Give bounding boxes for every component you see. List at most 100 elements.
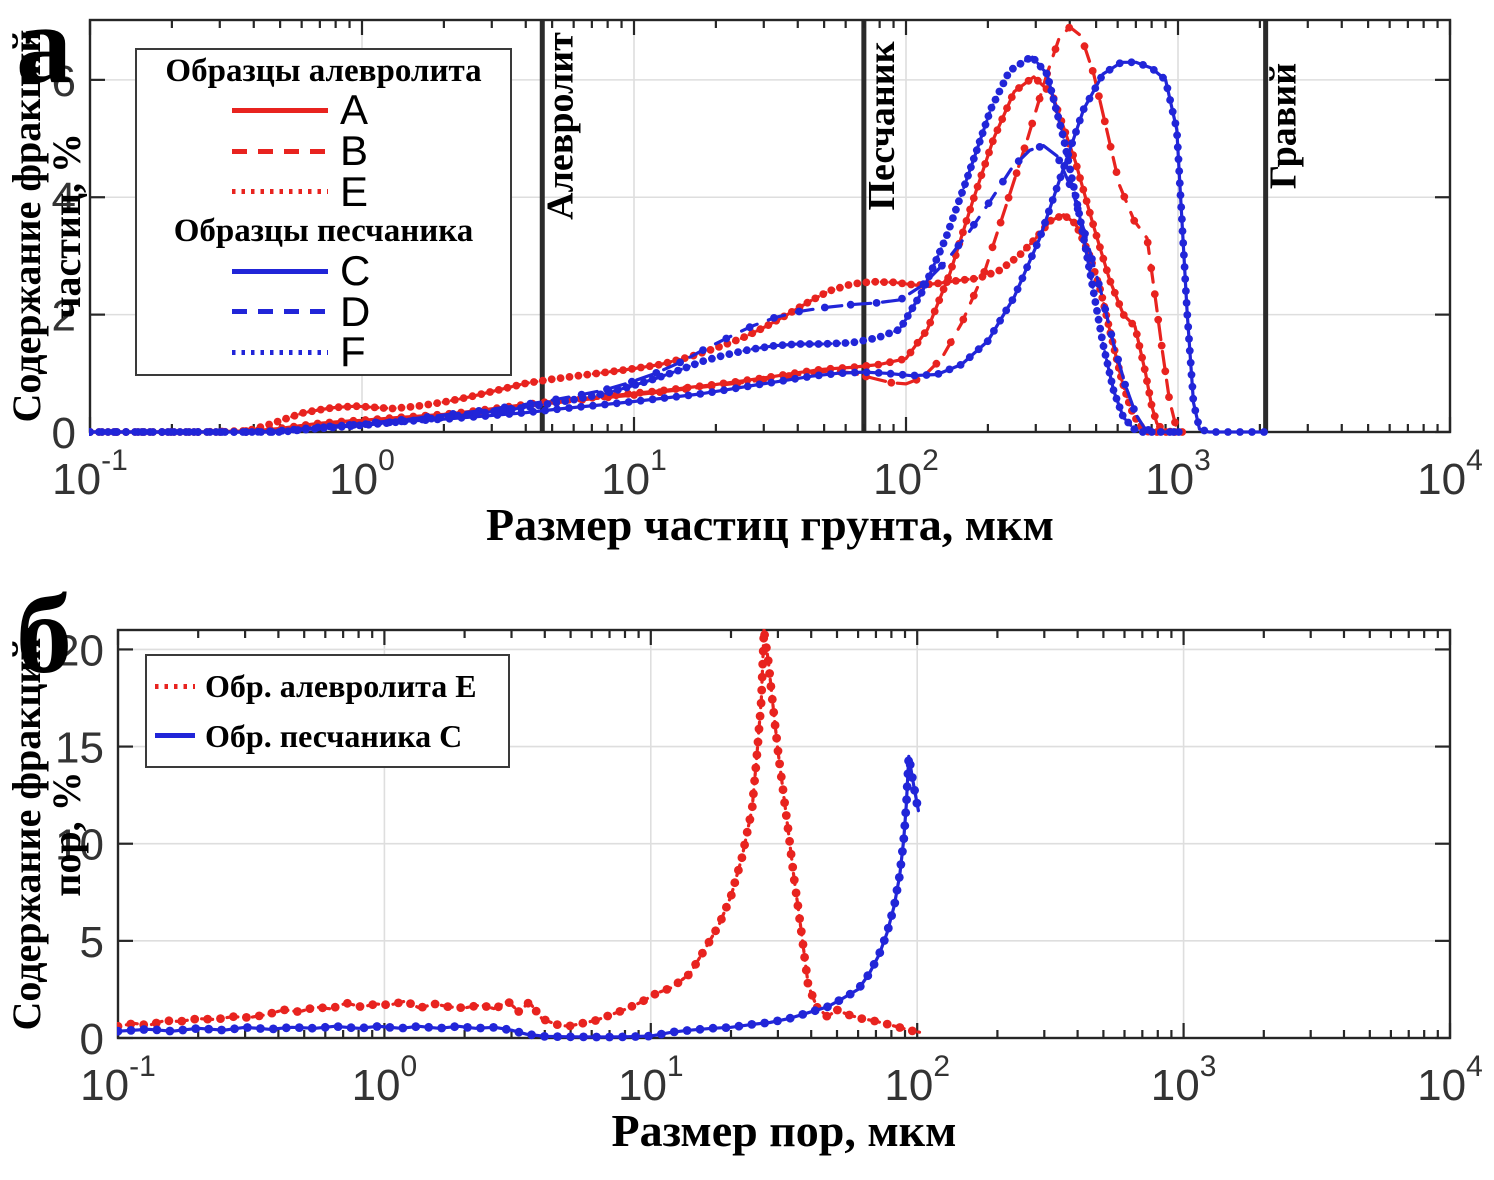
y-tick-label: 20: [55, 626, 104, 675]
data-point-marker: [750, 776, 759, 786]
data-point-marker: [742, 827, 752, 837]
data-point-marker: [1165, 428, 1174, 436]
data-point-marker: [494, 1002, 503, 1012]
data-point-marker: [1055, 213, 1063, 221]
data-point-marker: [778, 341, 787, 349]
data-point-marker: [901, 808, 911, 818]
data-point-marker: [370, 403, 379, 412]
data-point-marker: [1171, 418, 1179, 427]
data-point-marker: [1186, 358, 1195, 367]
data-point-marker: [176, 428, 184, 436]
data-point-marker: [662, 985, 672, 994]
data-point-marker: [650, 989, 660, 999]
data-point-marker: [1066, 165, 1074, 174]
data-point-marker: [95, 428, 103, 436]
data-point-marker: [958, 188, 966, 197]
data-point-marker: [1189, 394, 1198, 403]
data-point-marker: [552, 1020, 562, 1029]
data-point-marker: [257, 428, 265, 436]
legend-item-label: B: [340, 127, 369, 175]
series-Обр. алевролита E: [117, 629, 922, 1036]
data-point-marker: [1016, 250, 1025, 258]
data-point-marker: [443, 1002, 453, 1011]
data-point-marker: [212, 428, 220, 436]
data-point-marker: [1028, 252, 1036, 261]
data-point-marker: [862, 368, 871, 377]
data-point-marker: [683, 970, 693, 980]
data-point-marker: [1185, 346, 1194, 355]
data-point-marker: [534, 401, 543, 410]
data-point-marker: [1020, 144, 1029, 153]
data-point-marker: [1115, 300, 1124, 308]
data-point-marker: [1178, 227, 1187, 236]
data-point-marker: [1070, 218, 1078, 227]
data-point-marker: [977, 171, 986, 180]
data-point-marker: [770, 720, 780, 730]
data-point-marker: [791, 374, 799, 383]
data-point-marker: [673, 978, 683, 988]
data-point-marker: [1018, 274, 1027, 283]
data-point-marker: [113, 428, 121, 436]
data-point-marker: [1179, 239, 1188, 247]
data-point-marker: [1089, 289, 1098, 297]
data-point-marker: [1035, 143, 1044, 151]
data-point-marker: [1094, 315, 1103, 324]
data-point-marker: [757, 685, 767, 695]
data-point-marker: [834, 996, 844, 1005]
data-point-marker: [177, 1016, 187, 1026]
data-point-marker: [556, 374, 565, 382]
data-point-marker: [1182, 287, 1190, 295]
data-point-marker: [126, 1019, 136, 1029]
data-point-marker: [850, 368, 859, 377]
data-point-marker: [722, 334, 731, 343]
data-point-marker: [284, 427, 292, 436]
data-point-marker: [1045, 207, 1053, 216]
data-point-marker: [936, 247, 944, 256]
data-point-marker: [767, 378, 776, 387]
data-point-marker: [540, 1032, 549, 1041]
data-point-marker: [280, 1005, 289, 1015]
data-point-marker: [361, 402, 370, 411]
data-point-marker: [499, 406, 507, 415]
data-point-marker: [140, 428, 148, 436]
data-point-marker: [902, 782, 912, 792]
data-point-marker: [1054, 112, 1062, 121]
data-point-marker: [275, 428, 283, 436]
data-point-marker: [1191, 406, 1200, 415]
data-point-marker: [795, 914, 804, 923]
data-point-marker: [415, 402, 424, 410]
data-point-marker: [514, 1007, 524, 1016]
data-point-marker: [833, 1005, 842, 1015]
data-point-marker: [243, 1023, 252, 1032]
data-point-marker: [886, 369, 895, 378]
data-point-marker: [194, 428, 202, 436]
data-point-marker: [985, 148, 993, 157]
data-point-marker: [1143, 377, 1151, 385]
data-point-marker: [1062, 213, 1071, 222]
x-tick-label: 100: [352, 1050, 418, 1110]
data-point-marker: [781, 811, 791, 820]
data-point-marker: [1079, 185, 1088, 194]
data-point-marker: [639, 996, 648, 1006]
data-point-marker: [311, 424, 319, 433]
data-point-marker: [969, 291, 978, 300]
data-point-marker: [862, 278, 871, 287]
data-point-marker: [203, 428, 211, 436]
data-point-marker: [720, 386, 728, 395]
series-Обр. песчаника C: [117, 754, 922, 1042]
data-point-marker: [1085, 208, 1094, 217]
data-point-marker: [751, 763, 761, 773]
data-point-marker: [776, 772, 786, 782]
legend-item-E: E: [137, 170, 510, 212]
data-point-marker: [1119, 311, 1128, 319]
legend-line-sample: [232, 148, 328, 154]
data-point-marker: [1177, 203, 1186, 212]
legend-panel-b: Обр. алевролита E Обр. песчаника C: [145, 654, 510, 768]
data-point-marker: [343, 402, 352, 411]
data-point-marker: [265, 420, 273, 429]
data-point-marker: [640, 378, 648, 387]
data-point-marker: [302, 425, 310, 434]
x-tick-label: 102: [873, 444, 939, 504]
series-line: [89, 25, 1185, 434]
data-point-marker: [898, 370, 907, 379]
